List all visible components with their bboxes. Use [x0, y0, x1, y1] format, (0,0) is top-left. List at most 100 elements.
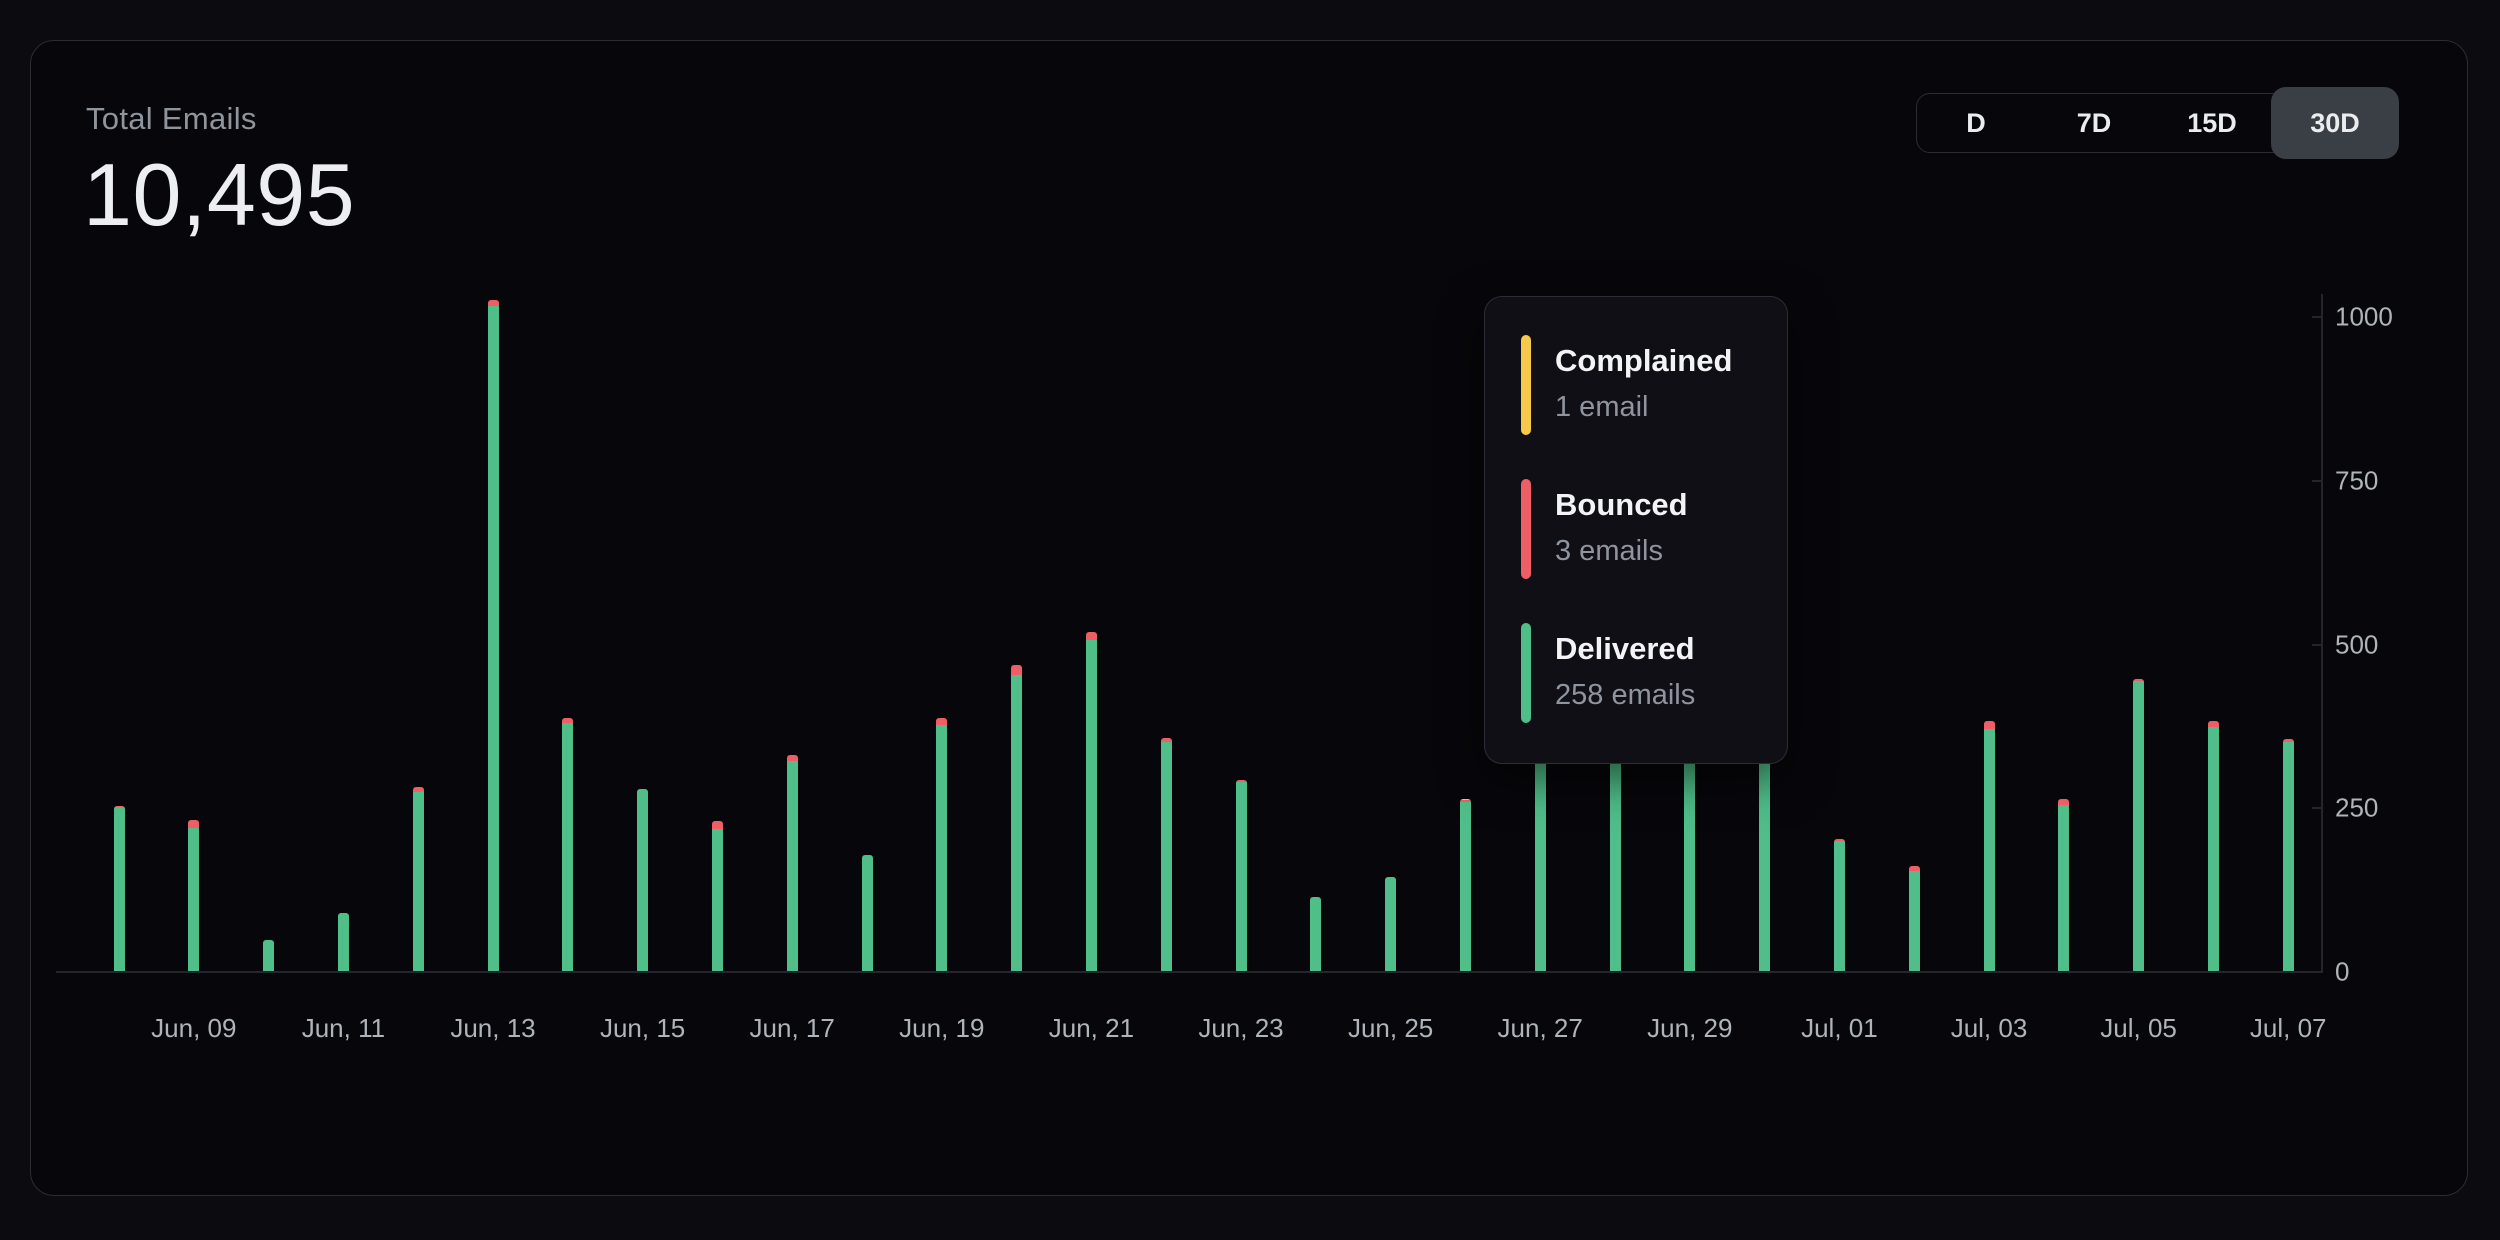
bar-jun-25[interactable]: [1385, 877, 1397, 971]
bar-jun-18[interactable]: [861, 855, 873, 971]
y-axis-tick: [2312, 643, 2321, 646]
bar-segment: [337, 912, 349, 971]
bar-segment: [412, 786, 424, 793]
x-axis-label: Jul, 05: [2100, 1013, 2177, 1043]
delivered-swatch: [1521, 623, 1531, 723]
bar-jun-22[interactable]: [1160, 737, 1172, 971]
range-button-7d[interactable]: 7D: [2035, 94, 2153, 152]
bar-jun-11[interactable]: [337, 912, 349, 971]
y-axis-tick: [2312, 316, 2321, 318]
bar-segment: [1085, 631, 1097, 640]
x-axis-label: Jun, 29: [1647, 1013, 1733, 1043]
bar-jun-17[interactable]: [786, 754, 798, 971]
bar-segment: [1160, 741, 1172, 971]
tooltip-item-complained: Complained 1 email: [1521, 335, 1761, 435]
bar-segment: [1459, 800, 1471, 802]
y-axis-tick: [2312, 971, 2321, 973]
bounced-swatch: [1521, 479, 1531, 579]
bar-segment: [1759, 597, 1771, 971]
complained-swatch: [1521, 335, 1531, 435]
bar-segment: [936, 724, 948, 971]
bar-segment: [412, 792, 424, 971]
bar-segment: [562, 723, 574, 971]
y-axis-tick: [2312, 807, 2321, 810]
bar-segment: [711, 821, 723, 829]
y-axis-label: 1000: [2335, 301, 2393, 332]
tooltip-item-name: Bounced: [1555, 487, 1688, 522]
y-axis-tick: [2312, 479, 2321, 482]
bar-segment: [1459, 802, 1471, 971]
bar-segment: [1908, 866, 1920, 872]
bar-segment: [2133, 678, 2145, 681]
bar-jun-12[interactable]: [412, 786, 424, 971]
tooltip-item-name: Delivered: [1555, 631, 1695, 666]
bar-jul-01[interactable]: [1833, 838, 1845, 971]
bar-segment: [113, 807, 125, 971]
bar-jul-05[interactable]: [2133, 678, 2145, 971]
range-selector: D 7D 15D 30D: [1916, 87, 2399, 159]
total-emails-value: 10,495: [83, 145, 356, 244]
bar-segment: [2282, 742, 2294, 971]
y-axis-label: 0: [2335, 956, 2350, 987]
bar-jun-23[interactable]: [1235, 779, 1247, 971]
x-axis-label: Jun, 11: [301, 1013, 386, 1043]
bar-segment: [637, 788, 649, 971]
bar-jun-09[interactable]: [188, 820, 200, 971]
bar-jun-26[interactable]: [1459, 799, 1471, 971]
tooltip-item-text: Complained 1 email: [1555, 335, 1732, 435]
bar-jul-04[interactable]: [2058, 798, 2070, 971]
bar-segment: [786, 754, 798, 762]
bar-segment: [786, 761, 798, 971]
x-axis-label: Jul, 03: [1950, 1013, 2028, 1043]
chart-tooltip: Complained 1 email Bounced 3 emails Delivere…: [1484, 296, 1788, 764]
range-button-d[interactable]: D: [1917, 94, 2035, 152]
bar-segment: [1235, 782, 1247, 971]
bar-segment: [2058, 798, 2070, 806]
bar-jul-02[interactable]: [1908, 866, 1920, 971]
bar-segment: [1908, 871, 1920, 971]
bar-jun-10[interactable]: [263, 940, 275, 971]
bar-jun-14[interactable]: [562, 718, 574, 971]
bar-jul-03[interactable]: [1983, 720, 1995, 971]
bar-segment: [113, 805, 125, 808]
y-axis-line: [2321, 294, 2323, 973]
bar-segment: [2133, 680, 2145, 971]
range-button-15d[interactable]: 15D: [2153, 94, 2271, 152]
bar-segment: [711, 828, 723, 971]
bar-segment: [936, 718, 948, 725]
bar-segment: [263, 940, 275, 971]
bar-jun-24[interactable]: [1310, 896, 1322, 971]
bar-segment: [1459, 799, 1471, 801]
bar-segment: [1609, 583, 1621, 971]
bar-jul-06[interactable]: [2207, 720, 2219, 971]
bar-segment: [1011, 674, 1023, 971]
bar-segment: [1833, 838, 1845, 842]
x-axis-label: Jun, 27: [1497, 1013, 1583, 1043]
bar-jun-13[interactable]: [487, 299, 499, 971]
bar-jun-08[interactable]: [113, 805, 125, 971]
x-axis-label: Jun, 17: [749, 1013, 835, 1043]
x-axis-label: Jul, 07: [2249, 1013, 2327, 1043]
x-axis-label: Jul, 01: [1801, 1013, 1878, 1043]
tooltip-item-value: 1 email: [1555, 391, 1649, 423]
x-axis-baseline: [56, 971, 2321, 973]
bar-jun-16[interactable]: [711, 821, 723, 971]
bar-segment: [2058, 805, 2070, 971]
bar-segment: [188, 820, 200, 828]
chart: 0 250 500 750 1000 Jun, 09 Jun, 11 Jun, 13 Jun, …: [31, 41, 2467, 1195]
total-emails-label: Total Emails: [86, 101, 257, 136]
bar-segment: [1310, 896, 1322, 971]
bar-jun-21[interactable]: [1085, 631, 1097, 971]
range-button-30d[interactable]: 30D: [2271, 87, 2399, 159]
bar-jun-15[interactable]: [637, 788, 649, 971]
bar-jun-19[interactable]: [936, 718, 948, 971]
y-axis-label: 500: [2335, 629, 2379, 659]
bar-jun-20[interactable]: [1011, 665, 1023, 971]
bar-segment: [188, 827, 200, 971]
bar-segment: [861, 855, 873, 971]
bar-segment: [562, 718, 574, 724]
tooltip-item-value: 3 emails: [1555, 535, 1663, 567]
bar-segment: [2207, 720, 2219, 728]
bar-jul-07[interactable]: [2282, 739, 2294, 971]
